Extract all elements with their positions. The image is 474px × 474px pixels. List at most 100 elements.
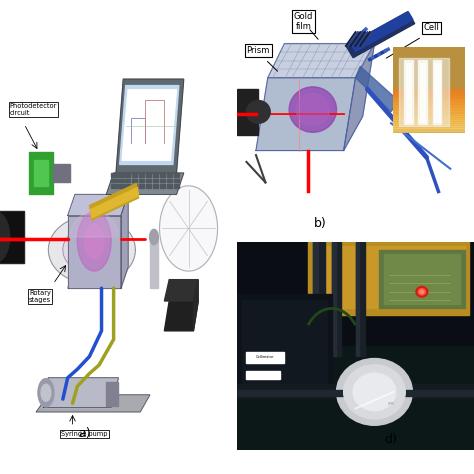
Bar [139,184,145,188]
Bar [242,300,327,383]
Circle shape [416,287,428,297]
Bar [356,242,359,356]
Polygon shape [68,267,128,288]
Bar [432,60,441,124]
Bar [393,92,465,97]
Circle shape [337,358,412,425]
Text: a): a) [78,427,91,440]
Bar [404,60,412,124]
Polygon shape [63,227,121,273]
Bar [125,179,130,182]
Bar [393,127,465,131]
Bar [160,179,165,182]
Polygon shape [44,378,118,408]
Bar [393,109,465,114]
Bar [53,164,70,182]
Bar [132,184,137,188]
Bar [393,107,465,111]
Bar [237,346,474,450]
Bar [237,390,474,396]
Polygon shape [68,216,121,288]
Polygon shape [164,280,198,301]
Circle shape [84,224,104,258]
Bar [150,237,158,288]
Polygon shape [160,186,218,271]
Bar [139,173,145,177]
Bar [393,99,465,103]
Polygon shape [193,280,198,331]
Polygon shape [122,90,176,160]
Bar [434,63,439,122]
Bar [419,63,425,122]
Bar [393,116,465,120]
Text: Gold
film: Gold film [294,12,313,31]
Polygon shape [116,79,184,173]
Bar [384,254,460,304]
Bar [34,160,48,186]
Bar [153,173,158,177]
Bar [351,12,413,52]
Bar [237,294,332,388]
Bar [167,179,173,182]
Text: Collimator: Collimator [256,356,275,359]
Bar [418,60,427,124]
Polygon shape [164,301,198,331]
Bar [393,105,465,109]
Circle shape [0,211,9,263]
Bar [313,246,465,309]
Bar [346,12,415,58]
Bar [393,124,465,128]
Bar [167,173,173,177]
Bar [111,179,117,182]
Text: Prism: Prism [246,46,270,55]
Bar [174,179,179,182]
Circle shape [296,94,329,126]
Bar [379,250,465,309]
Bar [393,90,465,94]
Circle shape [420,290,424,293]
Bar [393,88,465,92]
Bar [111,184,117,188]
Polygon shape [68,194,128,216]
Bar [174,173,179,177]
Bar [399,58,449,126]
Bar [393,120,465,124]
Bar [356,242,365,356]
Circle shape [418,289,426,295]
Bar [90,183,138,220]
Text: b): b) [314,217,326,230]
Bar [125,173,130,177]
Text: SPR: SPR [388,402,394,406]
Text: Syringe pump: Syringe pump [61,431,108,437]
Bar [393,114,465,118]
Bar [393,101,465,105]
Bar [125,184,130,188]
Bar [393,128,465,133]
Text: Rotary
stages: Rotary stages [29,290,51,303]
Polygon shape [48,216,136,284]
Bar [393,103,465,107]
Circle shape [38,379,54,407]
Bar [332,242,341,356]
Circle shape [289,87,337,132]
Text: Photodetector
circuit: Photodetector circuit [9,102,57,116]
Bar [153,179,158,182]
Bar [29,152,53,194]
Polygon shape [36,395,150,412]
Circle shape [246,100,270,123]
Bar [393,97,465,101]
Polygon shape [237,89,258,135]
Bar [132,179,137,182]
Bar [118,173,124,177]
Text: d): d) [384,433,398,446]
Bar [393,118,465,122]
Bar [160,184,165,188]
Text: Cell: Cell [423,23,439,32]
Circle shape [150,229,158,245]
Bar [160,173,165,177]
Circle shape [77,211,111,271]
Bar [313,242,318,356]
Bar [332,242,336,356]
Bar [393,94,465,99]
Polygon shape [256,78,356,151]
